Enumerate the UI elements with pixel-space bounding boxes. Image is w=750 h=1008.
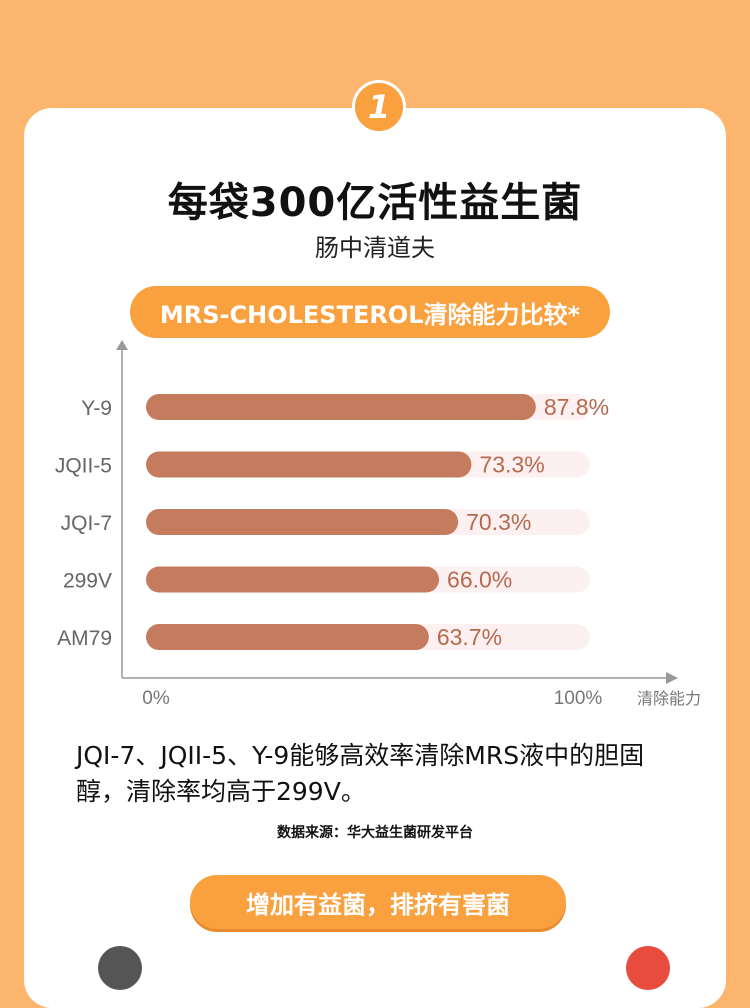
x-axis-arrow-icon [666, 672, 678, 684]
data-label: 66.0% [447, 567, 512, 593]
chart-heading: MRS-CHOLESTEROL清除能力比较* [159, 300, 581, 329]
bar-299v [146, 566, 440, 593]
data-label: 73.3% [479, 452, 544, 478]
category-label: AM79 [57, 627, 112, 650]
bar-am79 [146, 624, 429, 650]
page-title: 每袋300亿活性益生菌 [167, 180, 583, 226]
x-tick-label: 0% [142, 688, 170, 709]
data-source: 数据来源：华大益生菌研发平台 [277, 825, 473, 841]
x-axis-label: 清除能力 [637, 689, 701, 708]
chart-description: JQI-7、JQII-5、Y-9能够高效率清除MRS液中的胆固醇，清除率均高于2… [76, 741, 645, 806]
category-label: JQI-7 [61, 512, 112, 535]
benefit-button-label: 增加有益菌，排挤有害菌 [246, 890, 510, 919]
data-label: 70.3% [466, 509, 531, 535]
bar-jqii-5 [146, 451, 472, 478]
bar-chart: Y-9 87.8% JQII-5 73.3% JQI-7 70.3% 299V 66.0% AM… [55, 340, 701, 709]
bar-y-9 [146, 394, 536, 420]
step-number-badge: 1 [352, 80, 406, 134]
data-label: 63.7% [437, 624, 502, 650]
chart-heading-pill: MRS-CHOLESTEROL清除能力比较* [130, 286, 610, 338]
y-axis-arrow-icon [116, 340, 128, 350]
page-subtitle: 肠中清道夫 [315, 234, 435, 262]
category-label: JQII-5 [55, 455, 112, 478]
content-card [24, 108, 726, 1008]
category-label: 299V [63, 570, 112, 593]
data-label: 87.8% [544, 394, 609, 420]
benefit-button[interactable]: 增加有益菌，排挤有害菌 [190, 875, 566, 929]
category-label: Y-9 [81, 397, 112, 420]
bar-jqi-7 [146, 509, 459, 535]
x-tick-label: 100% [554, 688, 603, 709]
